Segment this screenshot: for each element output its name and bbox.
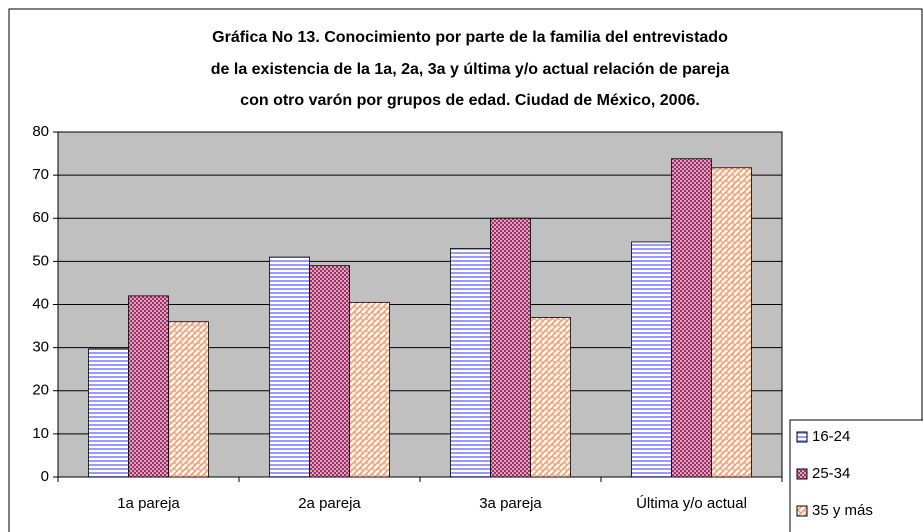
y-tick-label: 20 bbox=[32, 382, 49, 399]
bar bbox=[88, 348, 129, 478]
chart-title: Gráfica No 13. Conocimiento por parte de… bbox=[212, 29, 728, 46]
bar bbox=[490, 217, 531, 478]
bar bbox=[450, 248, 491, 478]
legend-swatch bbox=[796, 468, 808, 480]
chart-title: con otro varón por grupos de edad. Ciuda… bbox=[240, 92, 700, 109]
x-tick-label: 1a pareja bbox=[117, 495, 180, 512]
y-tick-label: 40 bbox=[32, 295, 49, 312]
legend-label: 35 y más bbox=[812, 502, 873, 519]
bar bbox=[168, 321, 209, 478]
bar bbox=[530, 317, 571, 478]
x-tick-label: Última y/o actual bbox=[636, 495, 747, 512]
y-tick-label: 60 bbox=[32, 209, 49, 226]
y-tick-label: 10 bbox=[32, 425, 49, 442]
bar bbox=[711, 167, 752, 478]
chart-title: de la existencia de la 1a, 2a, 3a y últi… bbox=[211, 61, 730, 78]
y-tick-label: 70 bbox=[32, 166, 49, 183]
bar bbox=[671, 158, 712, 478]
y-tick-label: 50 bbox=[32, 252, 49, 269]
legend-swatch bbox=[796, 431, 808, 443]
bar bbox=[349, 301, 390, 478]
y-tick-label: 30 bbox=[32, 339, 49, 356]
y-tick-label: 80 bbox=[32, 123, 49, 140]
legend-swatch bbox=[796, 505, 808, 517]
bar bbox=[269, 256, 310, 478]
bar bbox=[631, 241, 672, 478]
x-tick-label: 2a pareja bbox=[298, 495, 361, 512]
bar bbox=[128, 295, 169, 478]
y-tick-label: 0 bbox=[41, 468, 49, 485]
x-tick-label: 3a pareja bbox=[479, 495, 542, 512]
legend bbox=[789, 419, 923, 532]
legend-label: 16-24 bbox=[812, 428, 850, 445]
legend-label: 25-34 bbox=[812, 465, 850, 482]
bar bbox=[309, 265, 350, 478]
